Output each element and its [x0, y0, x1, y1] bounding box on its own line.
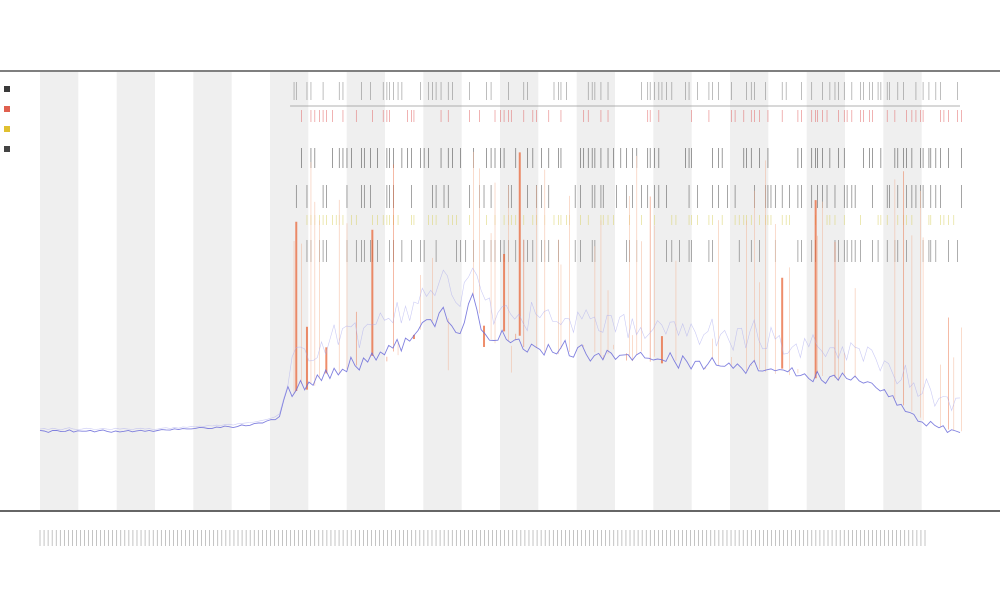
legend-swatch	[4, 126, 10, 132]
background-stripe	[653, 72, 692, 510]
legend	[4, 86, 10, 152]
series-envelope	[39, 267, 961, 431]
legend-swatch	[4, 86, 10, 92]
annotation-tracks	[290, 82, 962, 262]
background-stripe	[883, 72, 922, 510]
legend-swatch	[4, 106, 10, 112]
background-stripe	[423, 72, 462, 510]
x-tick-labels	[39, 530, 926, 546]
background-stripes	[40, 72, 922, 510]
legend-swatch	[4, 146, 10, 152]
background-stripe	[40, 72, 79, 510]
background-stripe	[576, 72, 615, 510]
background-stripe	[806, 72, 845, 510]
series-line	[39, 292, 961, 434]
series-layer	[39, 151, 962, 434]
background-stripe	[346, 72, 385, 510]
background-stripe	[116, 72, 155, 510]
background-stripe	[730, 72, 769, 510]
background-stripe	[270, 72, 309, 510]
background-stripe	[193, 72, 232, 510]
